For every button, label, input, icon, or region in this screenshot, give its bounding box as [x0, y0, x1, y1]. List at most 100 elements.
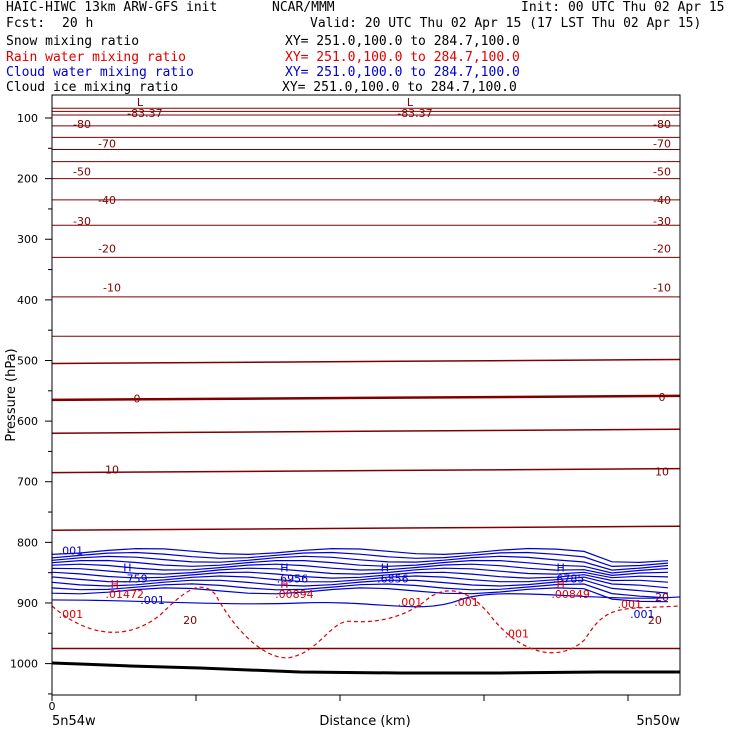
temp-label-left-8: 10: [105, 464, 119, 477]
cloud-water-label-1: .001: [140, 594, 165, 607]
y-tick-label-9: 1000: [10, 658, 38, 671]
cloud-water-contour-9: [51, 583, 669, 599]
temp-label-right-8: 10: [655, 465, 669, 478]
y-tick-label-2: 300: [17, 233, 38, 246]
x-end-label: 5n50w: [636, 714, 680, 729]
field-xy-rain: XY= 251.0,100.0 to 284.7,100.0: [285, 50, 520, 65]
y-tick-label-7: 800: [17, 536, 38, 549]
isotherm-14: [51, 394, 681, 402]
cloud-water-max-value-1: .6956: [277, 572, 309, 585]
min-mark-0: L: [137, 96, 144, 109]
rain-max-value-2: .00849: [551, 588, 590, 601]
rain-label-2: .001: [504, 628, 529, 641]
isotherm-13: [51, 358, 681, 365]
temp-label-right-1: -70: [653, 137, 671, 150]
cloud-water-label-2: .001: [630, 608, 655, 621]
contour-label-group: -80 -70 -50 -40 -30 -20 -10 0 10 -80 -70 -50 -40 -30 -…: [73, 96, 671, 604]
temp-20-label-1: 20: [648, 614, 662, 627]
field-xy-cloud-ice: XY= 251.0,100.0 to 284.7,100.0: [282, 80, 517, 95]
rain-label-1: .001: [398, 596, 423, 609]
y-tick-label-0: 100: [17, 112, 38, 125]
cloud-water-outer-contour: [51, 593, 681, 608]
field-name-rain: Rain water mixing ratio: [6, 50, 187, 65]
temp-20-label-0: 20: [183, 614, 197, 627]
field-name-snow: Snow mixing ratio: [6, 34, 140, 49]
y-tick-label-3: 400: [17, 294, 38, 307]
temp-label-right-4: -30: [653, 215, 671, 228]
cloud-water-contour-0: [51, 547, 669, 564]
cloud-water-contour-10: [51, 587, 669, 603]
cloud-water-max-mark-0: H: [123, 561, 131, 574]
y-tick-label-8: 900: [17, 597, 38, 610]
cloud-water-max-value-3: .6785: [553, 572, 585, 585]
y-tick-label-6: 700: [17, 476, 38, 489]
y-axis-label: Pressure (hPa): [4, 348, 19, 441]
isotherm-15: [51, 428, 681, 434]
cloud-water-max-mark-2: H: [381, 561, 389, 574]
temp-label-right-7: 0: [659, 391, 666, 404]
rain-water-contour: [51, 586, 681, 659]
field-xy-cloud-water: XY= 251.0,100.0 to 284.7,100.0: [285, 65, 520, 80]
cloud-water-contour-1: [51, 551, 669, 568]
temp-label-left-7: 0: [134, 393, 141, 406]
temp-label-right-0: -80: [653, 118, 671, 131]
isotherm-16: [51, 467, 681, 474]
y-tick-label-4: 500: [17, 354, 38, 367]
cloud-water-max-value-0: .759: [123, 572, 148, 585]
temp-label-right-3: -40: [653, 194, 671, 207]
temp-label-right-2: -50: [653, 165, 671, 178]
rain-max-mark-1: H: [280, 578, 288, 591]
terrain-line: [51, 661, 680, 675]
temp-label-right-5: -20: [653, 242, 671, 255]
y-tick-label-5: 600: [17, 415, 38, 428]
rain-label-3: .001: [618, 598, 643, 611]
temp-label-left-6: -10: [103, 282, 121, 295]
header-title: HAIC-HIWC 13km ARW-GFS init: [6, 0, 218, 15]
cloud-water-max-mark-3: H: [557, 561, 565, 574]
cloud-water-label-0: .001: [59, 544, 84, 557]
isotherm-17: [51, 525, 681, 531]
temp-label-left-0: -80: [73, 118, 91, 131]
x-start-label: 5n54w: [52, 714, 96, 729]
rain-label-4: .001: [454, 596, 479, 609]
rain-max-mark-2: H: [557, 578, 565, 591]
temp-label-right-9: 20: [655, 591, 669, 604]
temp-label-left-1: -70: [98, 137, 116, 150]
temp-label-left-4: -30: [73, 215, 91, 228]
cloud-water-contour-5: [51, 567, 669, 579]
temp-label-left-3: -40: [98, 194, 116, 207]
temp-label-right-6: -10: [653, 282, 671, 295]
cloud-water-max-mark-1: H: [280, 561, 288, 574]
header-fcst-label: Fcst:: [6, 16, 46, 31]
min-mark-1: L: [407, 96, 414, 109]
header-fcst-value: 20 h: [62, 16, 94, 31]
min-value-0: -83.37: [127, 107, 162, 120]
min-value-1: -83.37: [397, 107, 432, 120]
rain-max-value-0: .01472: [106, 588, 145, 601]
cloud-water-contour-8: [51, 579, 669, 594]
header-valid: Valid: 20 UTC Thu 02 Apr 15 (17 LST Thu …: [310, 16, 702, 31]
cloud-water-contour-2: [51, 555, 669, 571]
plot-frame: [51, 94, 681, 696]
rain-water-group: H.01472H.00894H.00849.001.001.001.001.00…: [51, 578, 681, 659]
isotherm-group: [51, 107, 681, 650]
temp-label-left-5: -20: [98, 242, 116, 255]
field-xy-snow: XY= 251.0,100.0 to 284.7,100.0: [285, 34, 520, 49]
x-axis-label: Distance (km): [319, 714, 410, 729]
cloud-water-contour-4: [51, 563, 669, 577]
cloud-water-contour-3: [51, 559, 669, 574]
cloud-water-contour-7: [51, 575, 669, 589]
field-name-cloud-water: Cloud water mixing ratio: [6, 65, 194, 80]
field-name-cloud-ice: Cloud ice mixing ratio: [6, 80, 179, 95]
y-tick-label-1: 200: [17, 173, 38, 186]
temp-label-left-2: -50: [73, 165, 91, 178]
rain-label-0: .001: [59, 608, 84, 621]
rain-max-mark-0: H: [111, 578, 119, 591]
cloud-water-contour-6: [51, 571, 669, 583]
header-org: NCAR/MMM: [272, 0, 335, 15]
rain-max-value-1: .00894: [275, 588, 314, 601]
header-init: Init: 00 UTC Thu 02 Apr 15: [521, 0, 725, 15]
